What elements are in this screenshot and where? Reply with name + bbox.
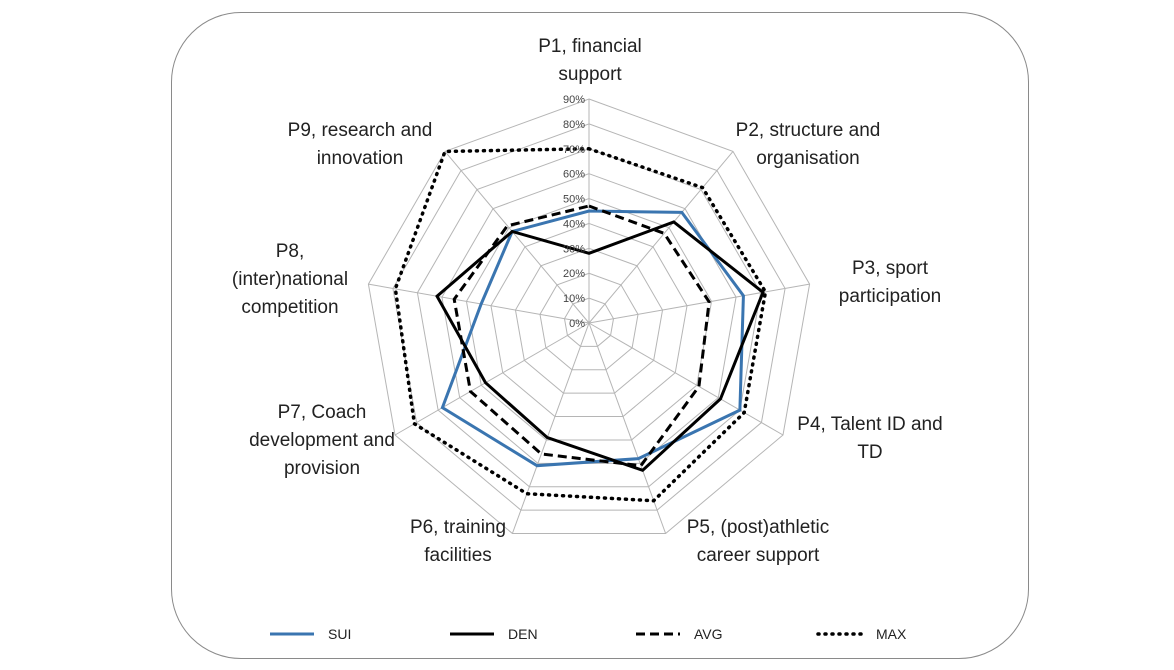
category-label: P5, (post)athletic career support xyxy=(687,517,830,566)
category-label: P3, sport participation xyxy=(839,258,941,307)
axis-spoke xyxy=(588,322,667,534)
category-label: P2, structure and organisation xyxy=(736,120,881,169)
category-label: P8, (inter)national competition xyxy=(232,241,348,318)
axis-spoke xyxy=(588,283,810,324)
legend-label-avg: AVG xyxy=(694,626,723,642)
legend-label-den: DEN xyxy=(508,626,538,642)
grid-ring xyxy=(490,222,688,418)
category-label: P6, training facilities xyxy=(410,517,506,566)
grid-ring xyxy=(367,98,811,534)
grid-ring xyxy=(392,123,786,511)
tick-label: 30% xyxy=(563,243,585,255)
category-label: P7, Coach development and provision xyxy=(249,402,395,479)
axis-spoke xyxy=(588,322,784,436)
grid-ring xyxy=(563,297,615,347)
axis-spoke xyxy=(394,322,590,436)
category-label: P1, financial support xyxy=(538,36,642,85)
tick-label: 70% xyxy=(563,144,585,156)
axis-spoke xyxy=(368,283,590,324)
legend-label-sui: SUI xyxy=(328,626,351,642)
category-label: P4, Talent ID and TD xyxy=(797,414,942,463)
axis-spoke xyxy=(511,322,590,534)
chart-frame xyxy=(171,12,1029,659)
tick-label: 10% xyxy=(563,293,585,305)
tick-label: 90% xyxy=(563,94,585,106)
category-label: P9, research and innovation xyxy=(288,120,433,169)
tick-label: 0% xyxy=(569,318,585,330)
axis-spoke xyxy=(588,151,734,324)
tick-label: 20% xyxy=(563,268,585,280)
tick-label: 60% xyxy=(563,169,585,181)
tick-label: 50% xyxy=(563,194,585,206)
tick-label: 80% xyxy=(563,119,585,131)
series-den-line xyxy=(435,220,765,473)
grid-ring xyxy=(539,272,639,371)
series-sui-line xyxy=(440,209,745,468)
grid-ring xyxy=(514,247,664,394)
series-avg-line xyxy=(452,204,711,468)
series-max-line xyxy=(393,147,768,503)
tick-label: 40% xyxy=(563,218,585,230)
grid-ring xyxy=(465,198,713,441)
grid-ring xyxy=(416,148,762,488)
legend-label-max: MAX xyxy=(876,626,907,642)
axis-spoke xyxy=(444,151,590,324)
